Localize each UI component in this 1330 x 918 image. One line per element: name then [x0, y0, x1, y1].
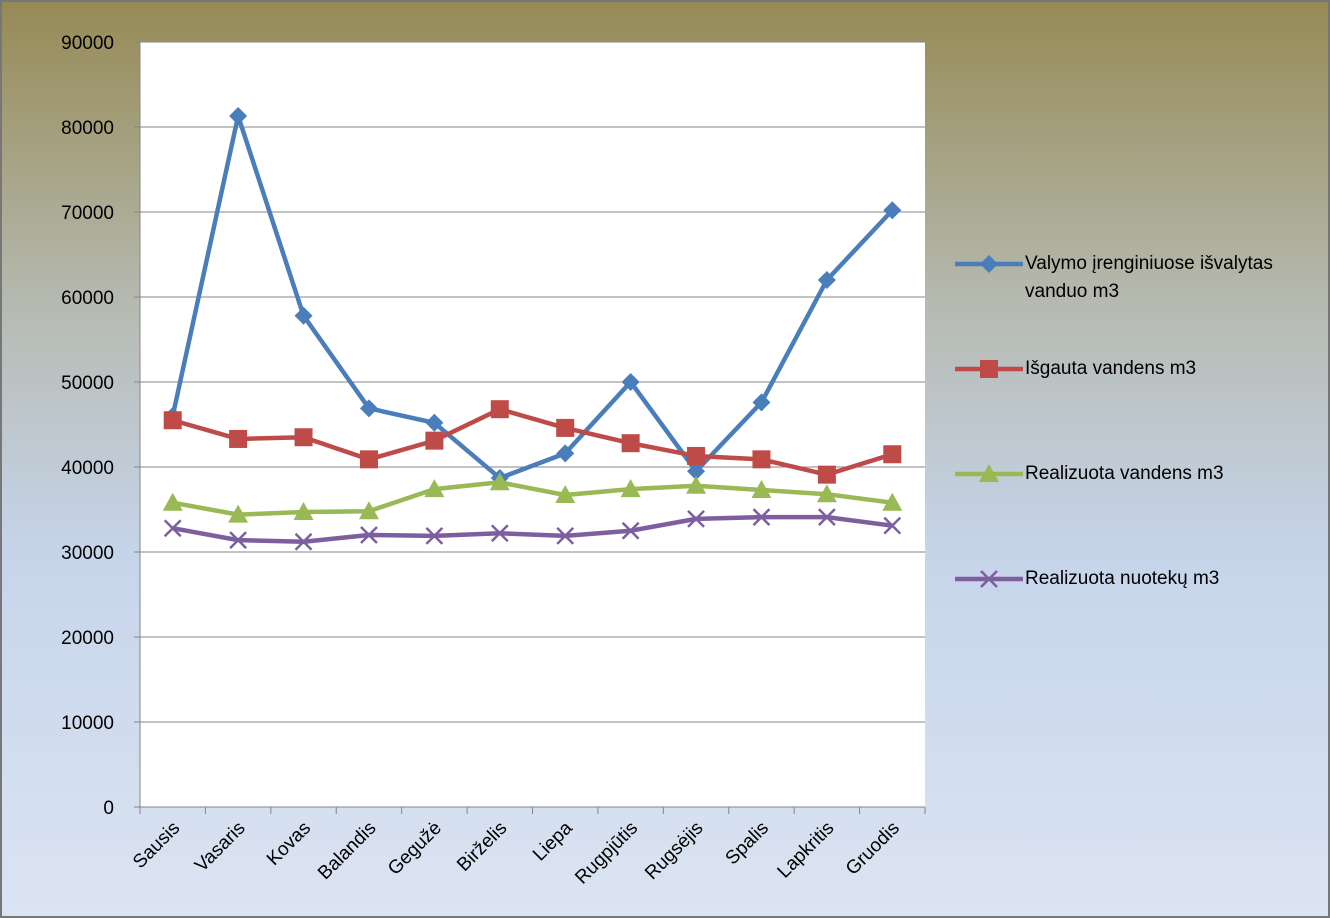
marker [620, 479, 641, 498]
marker [817, 508, 836, 527]
plot-area [140, 42, 925, 807]
marker [490, 400, 509, 419]
y-tick-label: 80000 [61, 118, 114, 139]
y-tick-label: 70000 [61, 203, 114, 224]
marker [882, 492, 903, 511]
legend-item: Valymo įrenginiuose išvalytas vanduo m3 [955, 250, 1325, 355]
marker [883, 201, 902, 220]
marker [980, 570, 998, 588]
y-tick-label: 60000 [61, 288, 114, 309]
series [162, 472, 903, 523]
marker [817, 271, 836, 289]
marker [556, 526, 575, 545]
line [170, 113, 894, 481]
marker [294, 306, 313, 325]
marker [228, 504, 249, 523]
marker [687, 509, 705, 528]
marker [293, 502, 314, 521]
marker [358, 501, 379, 520]
marker [621, 521, 640, 540]
marker [163, 411, 182, 430]
y-tick-label: 20000 [61, 628, 114, 649]
marker [687, 462, 706, 481]
marker [489, 472, 510, 491]
marker [294, 428, 313, 447]
marker [359, 399, 378, 418]
marker [686, 475, 707, 494]
line [172, 406, 893, 477]
marker [163, 519, 182, 538]
marker [751, 479, 772, 498]
y-tick-label: 30000 [61, 543, 114, 564]
legend-item: Išgauta vandens m3 [955, 355, 1325, 460]
marker [424, 479, 445, 498]
marker [980, 255, 998, 273]
legend-swatch [955, 464, 1023, 482]
marker [816, 484, 837, 503]
marker [883, 516, 902, 535]
marker [294, 532, 313, 551]
marker [752, 508, 771, 527]
marker [687, 446, 706, 465]
legend-label: Realizuota vandens m3 [1025, 463, 1224, 484]
y-tick-label: 10000 [61, 713, 114, 734]
line [172, 514, 893, 545]
marker [752, 393, 771, 412]
legend-label: Išgauta vandens m3 [1025, 358, 1197, 379]
marker [229, 429, 248, 448]
legend: Valymo įrenginiuose išvalytas vanduo m3 I… [955, 250, 1325, 670]
marker [883, 445, 902, 464]
marker [817, 465, 836, 484]
marker [979, 464, 999, 482]
marker [555, 485, 576, 504]
legend-swatch [955, 360, 1023, 378]
legend-label: Valymo įrenginiuose išvalytas vanduo m3 [1025, 253, 1273, 302]
marker [752, 450, 771, 469]
marker [621, 373, 640, 391]
marker [425, 413, 444, 432]
legend-item: Realizuota vandens m3 [955, 460, 1325, 565]
marker [621, 434, 640, 453]
legend-item: Realizuota nuotekų m3 [955, 565, 1325, 670]
marker [360, 526, 378, 544]
line [172, 480, 893, 517]
y-tick-label: 50000 [61, 373, 114, 394]
marker [490, 524, 509, 543]
marker [556, 444, 575, 463]
marker [556, 418, 575, 437]
y-tick-label: 0 [103, 798, 114, 819]
marker [980, 360, 998, 378]
marker [162, 492, 183, 511]
series [163, 400, 902, 484]
legend-swatch [955, 255, 1023, 273]
y-tick-label: 90000 [61, 33, 114, 54]
marker [425, 431, 444, 450]
marker [229, 106, 248, 125]
legend-swatch [955, 570, 1023, 588]
legend-label: Realizuota nuotekų m3 [1025, 568, 1220, 589]
y-tick-label: 40000 [61, 458, 114, 479]
marker [425, 526, 444, 545]
marker [229, 531, 248, 549]
marker [359, 450, 378, 469]
series [163, 508, 902, 551]
